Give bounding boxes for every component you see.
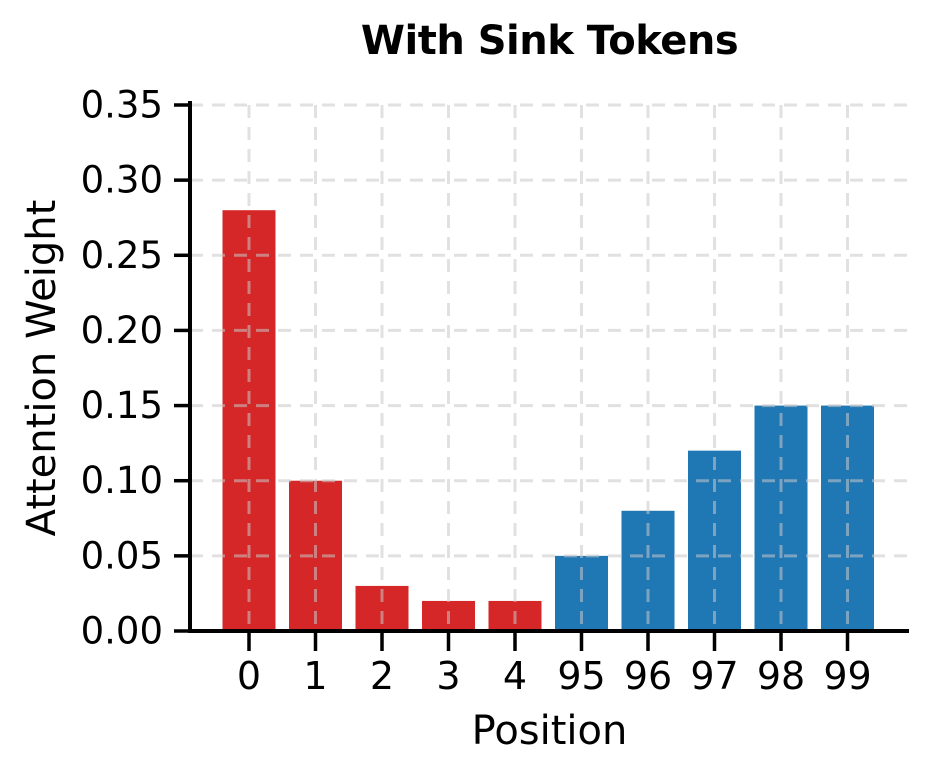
- x-tick-label: 2: [370, 654, 394, 698]
- chart-title: With Sink Tokens: [360, 18, 739, 64]
- x-tick-label: 99: [823, 654, 871, 698]
- y-tick-label: 0.25: [81, 234, 163, 277]
- x-tick-label: 95: [557, 654, 605, 698]
- y-tick-label: 0.05: [81, 534, 163, 577]
- y-tick-label: 0.10: [81, 459, 163, 502]
- x-tick-label: 4: [503, 654, 527, 698]
- y-tick-label: 0.30: [81, 159, 163, 202]
- y-tick-label: 0.35: [81, 84, 163, 127]
- bar-97: [688, 450, 741, 631]
- x-tick-label: 1: [303, 654, 327, 698]
- x-axis-label: Position: [471, 708, 628, 754]
- y-tick-label: 0.00: [81, 610, 163, 653]
- x-tick-label: 96: [624, 654, 672, 698]
- x-tick-label: 98: [757, 654, 805, 698]
- y-axis-label: Attention Weight: [19, 199, 65, 537]
- x-tick-label: 97: [690, 654, 738, 698]
- y-tick-label: 0.20: [81, 309, 163, 352]
- y-tick-label: 0.15: [81, 384, 163, 427]
- x-tick-label: 3: [436, 654, 460, 698]
- x-tick-label: 0: [237, 654, 261, 698]
